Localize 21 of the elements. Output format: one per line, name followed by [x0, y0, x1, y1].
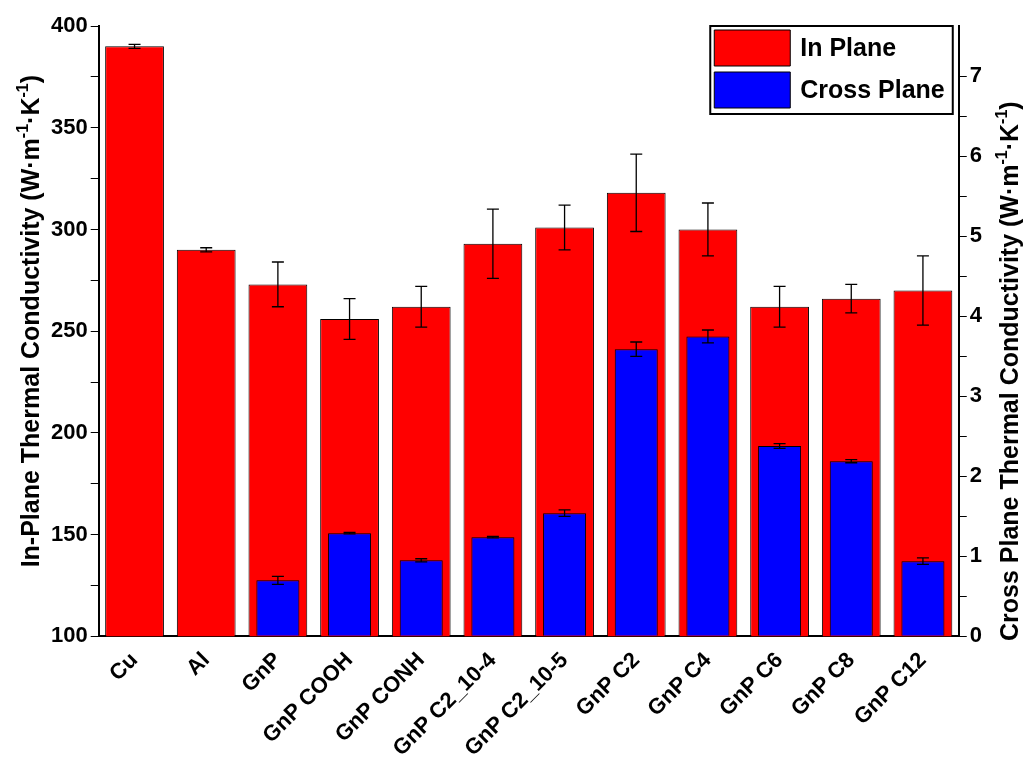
y-axis-title: In-Plane Thermal Conductivity (W·m-1·K-1) [13, 75, 44, 568]
y2-tick-label: 7 [969, 62, 983, 88]
y-tick-label: 150 [50, 520, 88, 546]
x-tick-label: Cu [103, 646, 143, 686]
y2-tick-label: 3 [969, 382, 983, 408]
y2-tick-label: 4 [969, 302, 983, 328]
y2-tick-label: 1 [969, 542, 983, 568]
y2-tick-label: 0 [969, 622, 983, 648]
legend-label: Cross Plane [800, 74, 945, 103]
y-tick-label: 400 [50, 12, 88, 38]
y2-axis-title: Cross Plane Thermal Conductivity (W·m-1·K-1) [992, 101, 1023, 641]
x-tick-label: Al [180, 646, 215, 681]
y-tick-label: 300 [50, 215, 88, 241]
y-tick-label: 100 [50, 622, 88, 648]
legend-label: In Plane [800, 32, 897, 61]
y-tick-label: 250 [50, 317, 88, 343]
y2-tick-label: 2 [969, 462, 983, 488]
y2-tick-label: 6 [969, 142, 983, 168]
y-tick-label: 200 [50, 418, 88, 444]
y-tick-label: 350 [50, 113, 88, 139]
y2-tick-label: 5 [969, 222, 983, 248]
